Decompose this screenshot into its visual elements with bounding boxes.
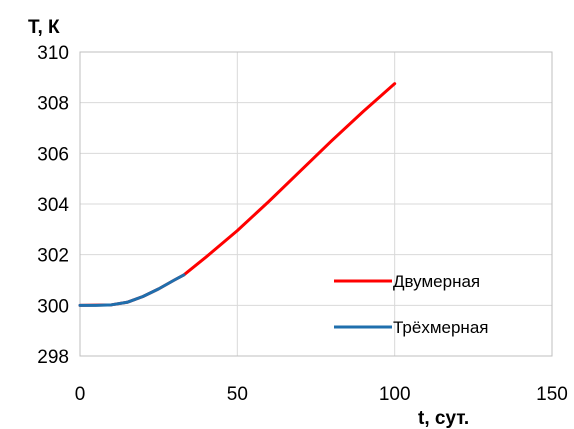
y-tick-label-6: 310 bbox=[37, 43, 69, 64]
grid bbox=[79, 51, 553, 357]
y-tick-label-1: 300 bbox=[37, 296, 69, 317]
x-tick-label-0: 0 bbox=[75, 384, 86, 405]
y-tick-label-5: 308 bbox=[37, 94, 69, 115]
x-tick-label-3: 150 bbox=[536, 384, 568, 405]
y-tick-label-4: 306 bbox=[37, 144, 69, 165]
x-tick-label-1: 50 bbox=[227, 384, 248, 405]
y-tick-label-0: 298 bbox=[37, 347, 69, 368]
x-axis-title: t, сут. bbox=[418, 408, 469, 429]
plot-area bbox=[79, 51, 553, 357]
y-tick-label-2: 302 bbox=[37, 246, 69, 267]
series-line-1 bbox=[78, 273, 186, 307]
legend-label-0: Двумерная bbox=[393, 272, 480, 291]
y-axis-title: T, К bbox=[28, 17, 60, 38]
x-tick-label-2: 100 bbox=[379, 384, 411, 405]
y-axis-ticks: 298 300 302 304 306 308 310 bbox=[37, 43, 69, 368]
series-lines bbox=[78, 82, 397, 307]
y-tick-label-3: 304 bbox=[37, 195, 69, 216]
legend-label-1: Трёхмерная bbox=[393, 318, 488, 337]
x-axis-ticks: 0 50 100 150 bbox=[75, 384, 568, 405]
legend: Двумерная Трёхмерная bbox=[334, 272, 488, 337]
